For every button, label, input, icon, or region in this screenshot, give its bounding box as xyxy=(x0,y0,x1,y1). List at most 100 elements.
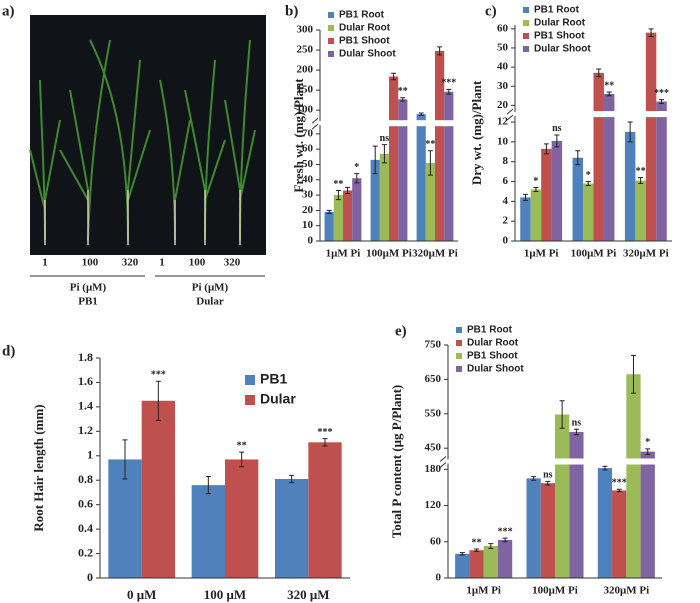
error-bar xyxy=(427,150,433,176)
y-tick-label: 4 xyxy=(503,195,509,207)
legend-label: PB1 Shoot xyxy=(534,31,585,42)
x-tick-label: 0 μM xyxy=(127,587,156,602)
bar xyxy=(324,211,334,241)
pi-label: 320 xyxy=(122,257,139,269)
bar xyxy=(526,478,541,578)
error-bar xyxy=(630,354,636,394)
error-bar xyxy=(155,380,161,421)
bar xyxy=(624,131,636,241)
significance-label: ** xyxy=(333,179,343,190)
legend-label: Dular Root xyxy=(339,23,391,34)
photo-panel: a) 1 100 320 1 100 320 Pi (μM) PB1 Pi (μ… xyxy=(2,3,266,308)
legend-label: Dular xyxy=(260,391,296,407)
y-tick-label: 0.6 xyxy=(78,496,93,510)
x-tick-label: 100μM Pi xyxy=(532,585,578,597)
y-tick-label: 0.4 xyxy=(78,521,93,535)
y-tick-label: 0 xyxy=(308,235,314,247)
y-tick-label: 60 xyxy=(302,143,314,155)
legend-swatch xyxy=(245,395,255,405)
error-bar xyxy=(345,186,351,195)
y-tick-label: 0 xyxy=(503,235,509,247)
legend-swatch xyxy=(523,20,529,26)
panel-label: d) xyxy=(2,343,15,359)
x-tick-label: 100μM Pi xyxy=(366,248,412,260)
y-tick-label: 450 xyxy=(425,442,442,454)
bar xyxy=(425,162,435,241)
significance-label: * xyxy=(354,162,359,173)
y-tick-label: 30 xyxy=(302,189,314,201)
group-axis-label: Pi (μM) xyxy=(192,282,229,294)
legend-label: Dular Shoot xyxy=(467,364,524,375)
error-bar xyxy=(585,181,591,186)
error-bar xyxy=(372,145,378,175)
pi-label: 100 xyxy=(82,257,99,269)
y-tick-label: 1.8 xyxy=(78,350,93,364)
legend-label: Dular Shoot xyxy=(339,49,396,60)
legend-label: PB1 Shoot xyxy=(339,36,390,47)
legend-swatch xyxy=(456,353,462,359)
y-tick-label: 650 xyxy=(425,373,442,385)
legend-label: PB1 Root xyxy=(339,10,385,21)
y-tick-label: 750 xyxy=(425,339,442,351)
error-bar xyxy=(645,448,651,455)
bar xyxy=(645,32,657,241)
bar xyxy=(520,197,531,241)
bar xyxy=(603,93,615,241)
error-bar xyxy=(474,548,480,552)
error-bar xyxy=(606,91,612,97)
error-bar xyxy=(616,488,622,493)
legend-label: Dular Shoot xyxy=(534,44,591,55)
roots xyxy=(44,190,241,245)
error-bar xyxy=(545,480,551,486)
y-tick-label: 1.4 xyxy=(78,399,93,413)
significance-label: * xyxy=(586,170,591,181)
y-axis-title: Root Hair length (mm) xyxy=(31,404,46,531)
error-bar xyxy=(522,193,528,201)
bar xyxy=(343,190,353,241)
x-tick-label: 320 μM xyxy=(287,587,329,602)
bar xyxy=(497,539,513,578)
bar xyxy=(444,91,454,242)
bar xyxy=(572,157,584,241)
y-tick-label: 50 xyxy=(302,158,314,170)
error-bar xyxy=(205,476,211,495)
y-tick-label: 1 xyxy=(87,448,93,462)
y-tick-label: 70 xyxy=(302,127,314,139)
y-tick-label: 200 xyxy=(297,64,314,76)
pi-label: 1 xyxy=(42,257,48,269)
group-axis-label: Pi (μM) xyxy=(70,282,107,294)
significance-label: *** xyxy=(151,370,166,381)
legend-swatch xyxy=(456,327,462,333)
bar xyxy=(370,159,380,241)
legend-swatch xyxy=(328,25,334,31)
bar xyxy=(333,195,343,241)
bar xyxy=(656,101,667,242)
error-bar xyxy=(418,112,424,116)
bar xyxy=(593,72,604,241)
y-tick-label: 0 xyxy=(436,572,442,584)
y-tick-label: 0 xyxy=(87,570,93,584)
y-tick-label: 0.2 xyxy=(78,545,93,559)
error-bar xyxy=(554,134,560,148)
legend-swatch xyxy=(456,366,462,372)
bar xyxy=(308,442,342,578)
significance-label: ** xyxy=(472,537,482,548)
y-tick-label: 100 xyxy=(297,104,314,116)
legend-label: PB1 Root xyxy=(467,325,513,336)
y-tick-label: 0.8 xyxy=(78,472,93,486)
error-bar xyxy=(437,46,443,56)
panel-label: c) xyxy=(485,3,497,19)
group-name: Dular xyxy=(196,296,224,308)
bar xyxy=(398,99,408,241)
legend-swatch xyxy=(328,12,334,18)
bar xyxy=(597,468,613,578)
y-tick-label: 2 xyxy=(503,215,509,227)
y-tick-label: 50 xyxy=(497,41,509,53)
significance-label: *** xyxy=(318,427,333,438)
axis-break xyxy=(314,120,458,127)
break-mark xyxy=(311,117,319,130)
pi-label: 1 xyxy=(159,257,165,269)
x-tick-label: 320μM Pi xyxy=(604,585,650,597)
legend-label: PB1 xyxy=(260,371,287,387)
legend-label: Dular Root xyxy=(467,338,519,349)
